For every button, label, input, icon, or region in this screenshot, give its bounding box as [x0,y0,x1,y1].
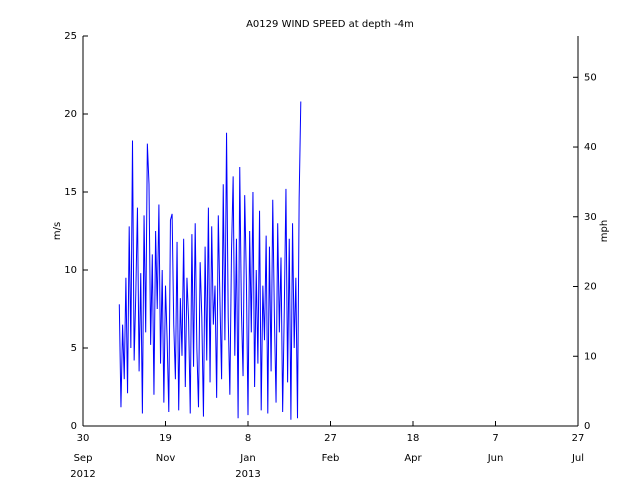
y-tick-label: 15 [64,187,77,198]
y2-axis-label: mph [599,220,610,242]
x-tick-label: 19 [159,433,172,444]
series-line [118,101,302,420]
y2-tick-label: 50 [584,72,597,83]
x-tick-month: Jul [571,453,584,464]
y-tick-label: 5 [71,343,77,354]
y2-tick-label: 20 [584,282,597,293]
y-tick-label: 25 [64,31,77,42]
x-tick-label: 27 [324,433,337,444]
y2-tick-label: 10 [584,351,597,362]
y2-tick-label: 0 [584,421,590,432]
x-tick-label: 8 [245,433,251,444]
y-axis-label: m/s [52,222,63,240]
chart-title: A0129 WIND SPEED at depth -4m [246,19,414,30]
x-tick-label: 27 [572,433,585,444]
x-tick-month: Jan [239,453,255,464]
x-tick-month: Jun [487,453,504,464]
x-tick-month: Apr [404,453,422,464]
y-tick-label: 0 [71,421,77,432]
x-tick-month: Sep [74,453,93,464]
y2-tick-label: 40 [584,142,597,153]
y-tick-label: 20 [64,109,77,120]
y2-tick-label: 30 [584,212,597,223]
x-tick-month: Feb [322,453,340,464]
x-tick-label: 18 [407,433,420,444]
x-tick-year: 2012 [70,469,95,480]
x-tick-month: Nov [156,453,176,464]
y-tick-label: 10 [64,265,77,276]
x-tick-label: 7 [492,433,498,444]
x-tick-year: 2013 [235,469,260,480]
x-tick-label: 30 [77,433,90,444]
